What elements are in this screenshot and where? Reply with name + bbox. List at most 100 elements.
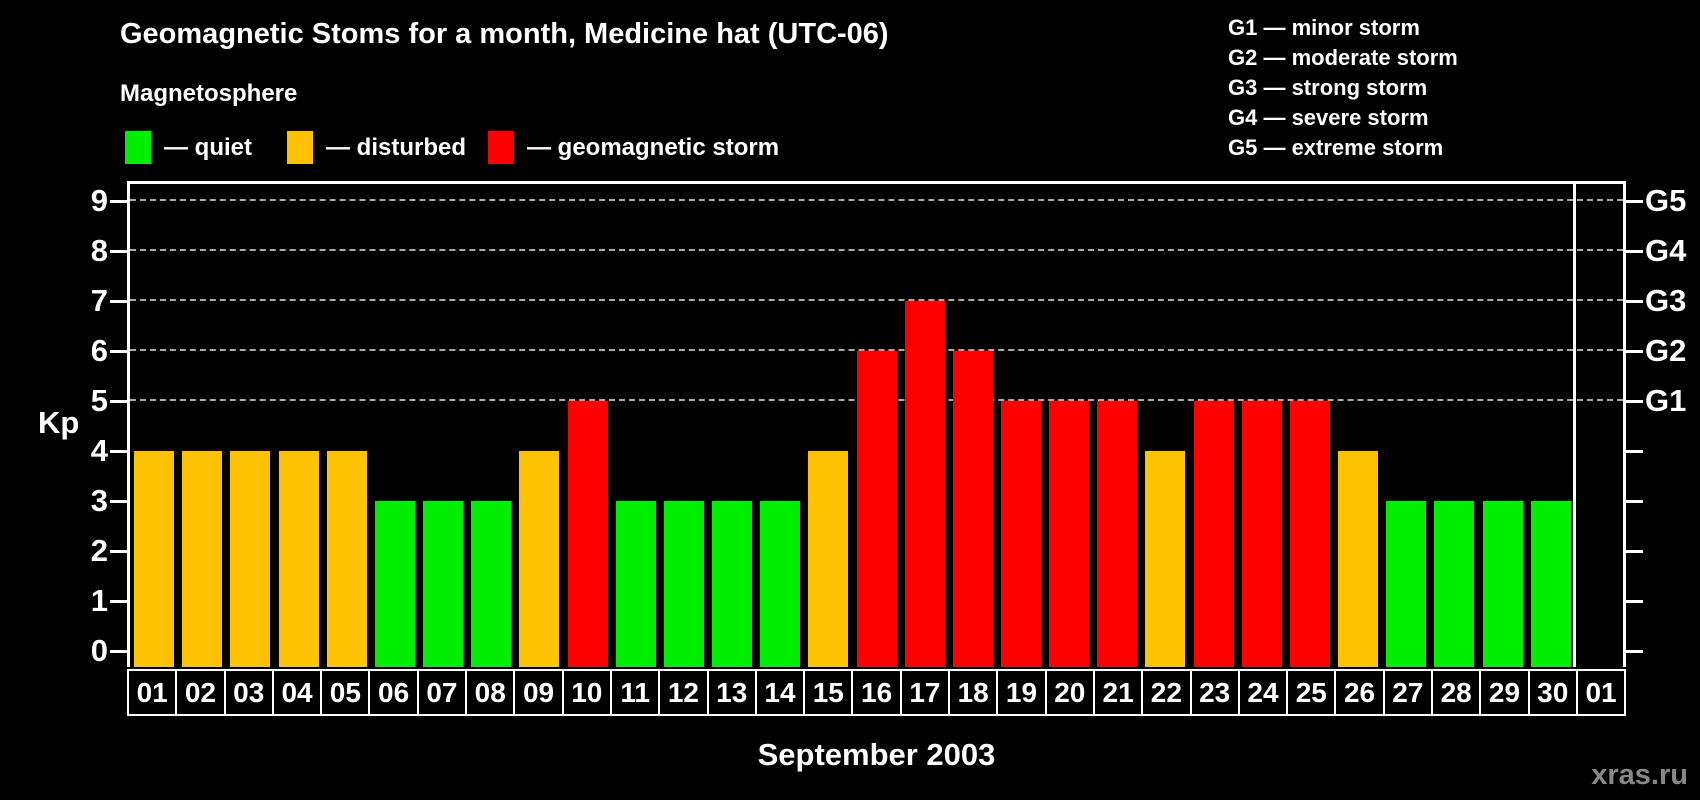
day-label-cell-08: 08: [465, 669, 516, 716]
kp-bar-day-12: [663, 501, 704, 667]
storm-color-swatch: [488, 131, 514, 164]
kp-bar-day-04: [278, 451, 319, 667]
y-tick-right-6: [1626, 350, 1643, 353]
day-label-cell-26: 26: [1334, 669, 1385, 716]
kp-bar-day-10: [567, 401, 608, 667]
kp-bar-day-19: [1000, 401, 1041, 667]
kp-bar-day-17: [904, 301, 945, 667]
kp-bar-day-14: [760, 501, 801, 667]
kp-bar-day-24: [1241, 401, 1282, 667]
kp-bar-day-13: [712, 501, 753, 667]
page-title: Geomagnetic Stoms for a month, Medicine …: [120, 18, 889, 50]
day-label-cell-30: 30: [1527, 669, 1578, 716]
y-tick-label-0: 0: [90, 633, 108, 668]
day-label-cell-07: 07: [416, 669, 468, 716]
magnetosphere-subtitle: Magnetosphere: [120, 80, 298, 107]
y-tick-3: [110, 500, 127, 503]
day-label-cell-20: 20: [1044, 669, 1095, 716]
kp-bar-day-30: [1530, 501, 1571, 667]
kp-bar-day-25: [1289, 401, 1330, 667]
g-legend-line-5: G5 — extreme storm: [1228, 135, 1444, 160]
day-label-row: 01 02 03 04 05 06 07 08 09 10 11 12 13 14 15 16 17 18 19 20…: [127, 669, 1627, 716]
watermark: xras.ru: [1591, 759, 1688, 791]
legend-label-disturbed: — disturbed: [326, 133, 467, 161]
y-tick-6: [110, 350, 127, 353]
y-tick-label-2: 2: [90, 533, 108, 568]
day-label-cell-16: 16: [851, 669, 902, 716]
y-tick-label-5: 5: [90, 383, 108, 418]
y-tick-5: [110, 400, 127, 403]
day-label-cell-28: 28: [1431, 669, 1482, 716]
kp-bar-day-20: [1049, 401, 1090, 667]
day-label-cell-02: 02: [175, 669, 226, 716]
g-scale-legend: G1 — minor storm G2 — moderate storm G3 — …: [1228, 13, 1458, 163]
g-level-label-G2: G2: [1645, 333, 1687, 368]
g-legend-line-3: G3 — strong storm: [1228, 75, 1428, 100]
gridline-kp-9: [130, 199, 1623, 201]
day-label-cell-04: 04: [271, 669, 323, 716]
day-label-cell-11: 11: [609, 669, 661, 716]
month-title: September 2003: [757, 737, 996, 772]
day-label-cell-18: 18: [948, 669, 999, 716]
kp-bar-day-26: [1338, 451, 1379, 667]
y-tick-right-2: [1626, 550, 1643, 553]
kp-bar-day-11: [615, 501, 656, 667]
day-label-cell-06: 06: [368, 669, 419, 716]
day-label-cell-25: 25: [1286, 669, 1337, 716]
day-label-cell-09: 09: [513, 669, 564, 716]
y-tick-right-9: [1626, 200, 1643, 203]
day-label-cell-15: 15: [803, 669, 854, 716]
gridline-kp-7: [130, 299, 1623, 301]
kp-bar-day-02: [182, 451, 223, 667]
kp-bar-day-03: [230, 451, 271, 667]
kp-bar-day-09: [519, 451, 560, 667]
kp-bar-day-27: [1386, 501, 1427, 667]
y-tick-right-3: [1626, 500, 1643, 503]
y-tick-right-0: [1626, 650, 1643, 653]
day-label-cell-03: 03: [223, 669, 274, 716]
y-tick-label-7: 7: [90, 283, 108, 318]
day-label-cell-29: 29: [1479, 669, 1530, 716]
legend-label-storm: — geomagnetic storm: [527, 133, 780, 161]
day-label-cell-01: 01: [1575, 669, 1627, 716]
g-legend-line-2: G2 — moderate storm: [1228, 45, 1458, 70]
y-tick-right-4: [1626, 450, 1643, 453]
g-level-label-G3: G3: [1645, 283, 1687, 318]
legend-label-quiet: — quiet: [164, 133, 252, 161]
kp-bar-day-18: [952, 351, 993, 667]
g-legend-line-1: G1 — minor storm: [1228, 15, 1420, 40]
y-tick-9: [110, 200, 127, 203]
day-label-cell-23: 23: [1189, 669, 1240, 716]
y-tick-8: [110, 250, 127, 253]
y-tick-label-1: 1: [90, 583, 108, 618]
kp-bar-day-21: [1097, 401, 1138, 667]
y-tick-0: [110, 650, 127, 653]
y-tick-label-4: 4: [90, 433, 108, 468]
day-label-cell-01: 01: [127, 669, 178, 716]
y-tick-right-5: [1626, 400, 1643, 403]
g-level-label-G4: G4: [1645, 233, 1687, 268]
kp-bar-day-07: [423, 501, 464, 667]
day-label-cell-14: 14: [754, 669, 806, 716]
kp-bar-day-06: [374, 501, 415, 667]
gridline-kp-6: [130, 349, 1623, 351]
day-label-cell-13: 13: [706, 669, 757, 716]
legend-item-storm: — geomagnetic storm: [488, 131, 779, 164]
kp-bar-day-08: [471, 501, 512, 667]
kp-bar-day-15: [808, 451, 849, 667]
kp-bar-day-16: [856, 351, 897, 667]
day-label-cell-05: 05: [320, 669, 371, 716]
y-tick-label-6: 6: [90, 333, 108, 368]
day-label-cell-22: 22: [1141, 669, 1192, 716]
kp-bar-day-05: [326, 451, 367, 667]
y-tick-4: [110, 450, 127, 453]
day-label-cell-27: 27: [1382, 669, 1434, 716]
y-tick-right-1: [1626, 600, 1643, 603]
y-tick-2: [110, 550, 127, 553]
month-separator-line: [1573, 184, 1577, 667]
kp-bar-day-22: [1145, 451, 1186, 667]
legend-item-disturbed: — disturbed: [287, 131, 466, 164]
day-label-cell-10: 10: [561, 669, 612, 716]
y-tick-right-7: [1626, 300, 1643, 303]
